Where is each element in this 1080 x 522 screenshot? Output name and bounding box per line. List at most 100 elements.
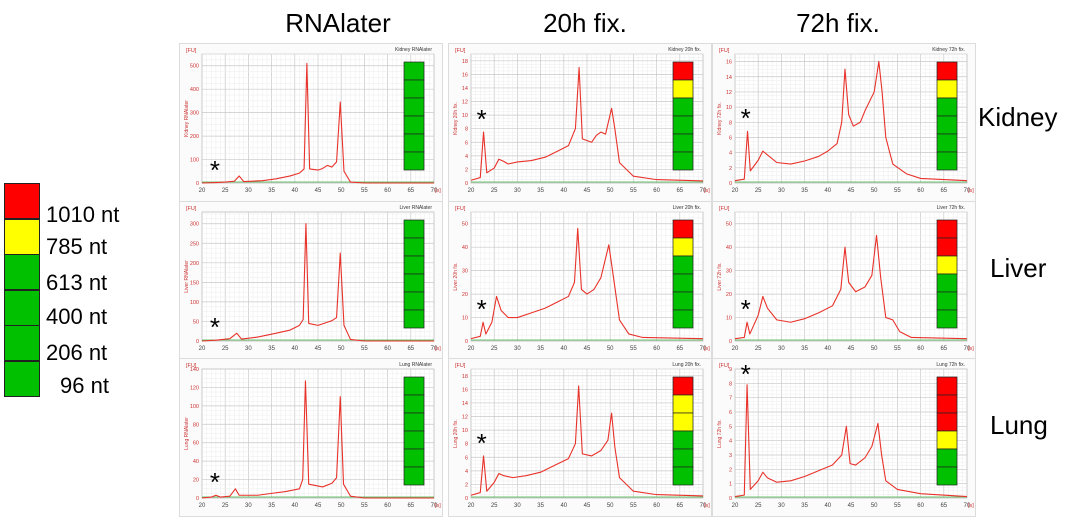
y-unit-label: [FU]	[719, 206, 730, 212]
y-tick-label: 16	[726, 60, 732, 66]
trace-line	[470, 385, 704, 497]
y-tick-label: 14	[462, 86, 468, 92]
y-tick-label: 100	[190, 158, 199, 164]
x-tick-label: 30	[778, 188, 785, 194]
quality-bar-segment	[936, 115, 958, 135]
y-tick-label: 80	[193, 422, 199, 428]
x-tick-label: 65	[407, 188, 414, 194]
x-tick-label: 20	[199, 503, 206, 509]
x-tick-label: 20	[468, 346, 475, 352]
panel-sample-title: Kidney 72h fix.	[932, 47, 965, 53]
quality-bar-segment	[936, 237, 958, 257]
x-tick-label: 65	[940, 503, 947, 509]
quality-bar-segment	[403, 291, 425, 311]
marker-asterisk: *	[476, 104, 487, 135]
electropherogram-plot: 20 25 30 35 40 45 50 55 60 65 70[s]020406080100120…	[184, 362, 441, 509]
electropherogram-plot: 20 25 30 35 40 45 50 55 60 65 70[s] 0 10 20 30 40 50 [FU]…	[717, 205, 974, 352]
quality-bar-segment	[936, 448, 958, 468]
y-tick-label: 20	[193, 478, 199, 484]
quality-bar-segment	[672, 151, 694, 171]
x-tick-label: 70	[700, 188, 707, 194]
x-tick-label: 40	[291, 188, 298, 194]
quality-bar-segment	[672, 133, 694, 153]
y-tick-label: 14	[726, 75, 732, 81]
electropherogram-plot: 20 25 30 35 40 45 50 55 60 65 70[s]0123456789[FU]L…	[717, 362, 974, 509]
y-tick-label: 500	[190, 64, 199, 70]
quality-bar-segment	[403, 273, 425, 293]
x-tick-label: 40	[824, 346, 831, 352]
y-unit-label: [FU]	[719, 48, 730, 54]
x-tick-label: 55	[630, 503, 637, 509]
x-tick-label: 25	[222, 503, 229, 509]
quality-bar-segment	[403, 412, 425, 432]
y-tick-label: 0	[465, 339, 468, 345]
y-tick-label: 14	[462, 401, 468, 407]
x-unit-label: [s]	[968, 346, 974, 352]
x-tick-label: 55	[630, 188, 637, 194]
y-tick-label: 100	[190, 404, 199, 410]
marker-asterisk: *	[476, 294, 487, 325]
y-tick-label: 60	[193, 441, 199, 447]
y-unit-label: [FU]	[186, 48, 197, 54]
panel-liver-0: 20 25 30 35 40 45 50 55 60 65 70 [s] 0 50 100 150 200 250…	[179, 201, 443, 360]
x-tick-label: 70	[700, 346, 707, 352]
marker-asterisk: *	[209, 312, 221, 343]
y-tick-label: 10	[726, 105, 732, 111]
quality-bar-segment	[403, 448, 425, 468]
y-tick-label: 40	[462, 245, 468, 251]
legend-label-4: 206 nt	[46, 340, 108, 365]
x-tick-label: 45	[315, 503, 322, 509]
x-tick-label: 55	[894, 503, 901, 509]
x-tick-label: 40	[560, 503, 567, 509]
y-tick-label: 200	[190, 134, 199, 140]
quality-bar-segment	[672, 376, 694, 396]
x-tick-label: 45	[315, 188, 322, 194]
x-tick-label: 25	[755, 346, 762, 352]
quality-bar-segment	[936, 291, 958, 311]
quality-bar-segment	[403, 255, 425, 275]
y-tick-label: 5	[729, 424, 732, 430]
x-tick-label: 50	[338, 346, 345, 352]
row-title-kidney: Kidney	[978, 102, 1058, 132]
trace-line	[734, 384, 968, 498]
y-tick-label: 10	[726, 316, 732, 322]
x-tick-label: 40	[291, 503, 298, 509]
y-tick-label: 200	[190, 261, 199, 267]
x-tick-label: 60	[384, 346, 391, 352]
x-tick-label: 25	[755, 188, 762, 194]
x-tick-label: 35	[801, 346, 808, 352]
row-title-lung: Lung	[990, 410, 1048, 440]
x-tick-label: 35	[268, 188, 275, 194]
legend-label-2: 613 nt	[46, 270, 108, 295]
quality-bar-segment	[672, 412, 694, 432]
marker-asterisk: *	[740, 359, 751, 389]
x-tick-label: 35	[801, 188, 808, 194]
y-axis-sample-label: Liver 20h fix.	[453, 262, 459, 290]
x-unit-label: [s]	[968, 503, 974, 509]
x-tick-label: 45	[848, 188, 855, 194]
x-tick-label: 40	[824, 188, 831, 194]
x-tick-label: 55	[630, 346, 637, 352]
y-axis-sample-label: Liver 72h fix.	[717, 262, 723, 290]
y-tick-label: 140	[190, 367, 199, 373]
x-tick-label: 50	[607, 188, 614, 194]
x-tick-label: 65	[940, 188, 947, 194]
trace-line	[201, 62, 434, 184]
legend-label-1: 785 nt	[46, 234, 108, 259]
y-tick-label: 30	[462, 269, 468, 275]
x-tick-label: 20	[468, 503, 475, 509]
x-tick-label: 30	[514, 346, 521, 352]
electropherogram-plot: 20 25 30 35 40 45 50 55 60 65 70[s] 0 100 200 300 400 50…	[184, 47, 441, 194]
x-tick-label: 20	[732, 188, 739, 194]
x-unit-label: [s]	[704, 346, 710, 352]
y-axis-sample-label: Lung 20h fix.	[453, 419, 459, 448]
x-tick-label: 50	[607, 503, 614, 509]
legend-label-3: 400 nt	[46, 304, 108, 329]
quality-bar-segment	[936, 97, 958, 117]
x-tick-label: 55	[361, 346, 368, 352]
y-tick-label: 4	[465, 469, 468, 475]
quality-bar-segment	[403, 466, 425, 486]
marker-asterisk: *	[740, 103, 751, 134]
x-tick-label: 50	[338, 188, 345, 194]
y-unit-label: [FU]	[186, 206, 197, 212]
